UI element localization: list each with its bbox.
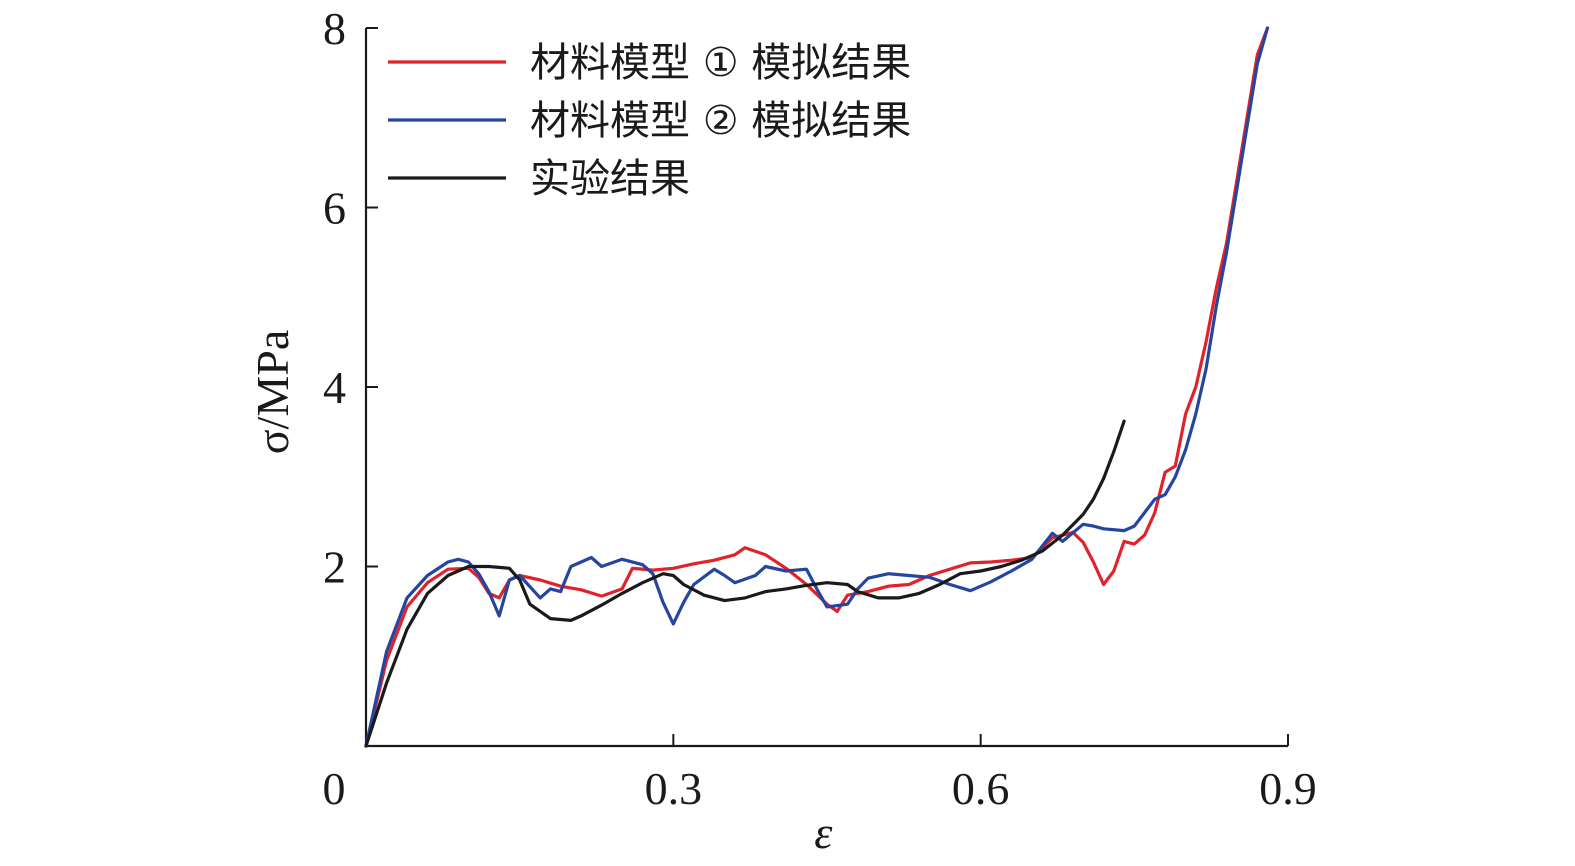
legend-label-1: 材料模型 ① 模拟结果: [530, 40, 911, 86]
x-axis-title: ε: [814, 807, 833, 858]
x-tick-label: 0.6: [952, 763, 1010, 814]
series-lines: [364, 26, 1270, 748]
series-line-3: [364, 419, 1126, 748]
x-tick-label: 0.3: [645, 763, 703, 814]
y-tick-label: 8: [323, 3, 346, 54]
y-tick-label: 4: [323, 362, 346, 413]
x-tick-label: 0.9: [1259, 763, 1317, 814]
y-axis-title: σ/MPa: [247, 330, 298, 454]
x-tick-label: 0: [323, 763, 346, 814]
legend-label-3: 实验结果: [530, 156, 690, 202]
y-tick-label: 6: [323, 183, 346, 234]
ticks: 0 0.3 0.6 0.9 2 4 6 8: [323, 3, 1317, 814]
legend-label-2: 材料模型 ② 模拟结果: [530, 98, 911, 144]
y-tick-label: 2: [323, 542, 346, 593]
